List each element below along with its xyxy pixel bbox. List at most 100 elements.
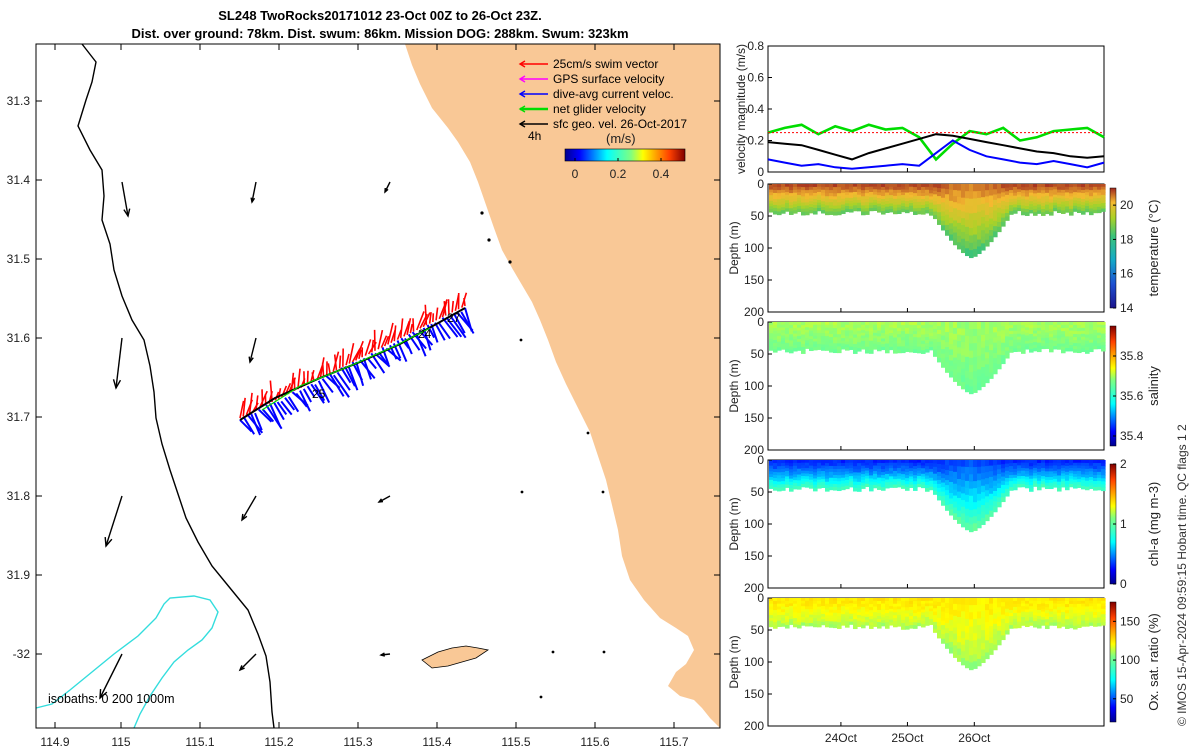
section-cell [873,617,878,622]
legend-item: GPS surface velocity [518,72,664,86]
section-cell [889,473,894,477]
section-cell [1021,346,1026,351]
section-cell [893,484,898,488]
section-cell [1025,332,1030,337]
section-cell [841,322,846,326]
section-cell [1045,465,1050,470]
section-cell [845,192,850,196]
section-cell [901,622,906,627]
section-cell [897,322,902,326]
section-cell [785,348,790,353]
section-cell [917,611,922,616]
section-cell [977,493,982,502]
section-cell [885,334,890,338]
dive-avg-vector [258,408,273,423]
section-cell [865,199,870,203]
section-cell [1061,331,1066,335]
section-cell [817,609,822,613]
section-cell [981,347,986,355]
section-cell [1017,199,1022,204]
section-cell [793,603,798,608]
section-cell [1085,462,1090,467]
section-cell [1069,196,1074,201]
section-cell [969,517,974,526]
section-cell [773,619,778,623]
section-cell [1017,603,1022,608]
section-cell [949,509,954,516]
section-cell [1053,340,1058,345]
section-cell [1005,608,1010,613]
swim-vector [451,300,455,313]
section-cell [813,615,818,619]
section-cell [913,619,918,623]
section-cell [1041,465,1046,469]
section-cell [865,475,870,480]
section-ytick-label: 100 [744,379,764,393]
section-ylabel: Depth (m) [727,635,741,688]
section-cell [977,342,982,350]
section-cell [1065,460,1070,464]
section-cell [1021,611,1026,615]
section-cell [937,613,942,619]
section-cell [1077,470,1082,475]
section-cell [1057,478,1062,483]
section-cell [825,469,830,474]
section-cell [925,488,930,492]
section-cell [1093,184,1098,188]
section-cell [833,343,838,347]
section-cell [1017,333,1022,338]
section-cell [1005,467,1010,472]
section-cell [973,378,978,386]
section-cell [1029,195,1034,200]
section-cell [1037,618,1042,623]
section-cell [937,617,942,623]
section-ytick-label: 200 [744,719,764,733]
section-cell [937,208,942,213]
section-cell [885,349,890,354]
section-cell [933,625,938,630]
section-cell [1057,487,1062,492]
section-cell [869,194,874,198]
section-cell [1021,470,1026,474]
section-cell [889,330,894,334]
section-cell [1053,476,1058,480]
section-cell [881,614,886,619]
section-cell [993,194,998,201]
section-cell [937,192,942,197]
section-cell [937,467,942,473]
section-cell [893,349,898,354]
section-cell [909,479,914,483]
section-cell [1097,483,1102,488]
section-cell [1073,192,1078,196]
section-cell [849,184,854,188]
section-cell [869,478,874,483]
lon-tick-label: 115.6 [580,735,609,749]
section-cell [793,468,798,473]
section-cell [969,502,974,511]
section-cell [1009,205,1014,209]
section-cell [825,460,830,464]
section-cell [773,487,778,491]
section-cell [877,203,882,207]
section-cell [873,191,878,196]
section-cell [985,196,990,204]
section-cell [981,341,986,349]
section-cell [1093,478,1098,482]
section-cell [1089,608,1094,613]
section-cell [977,362,982,370]
section-cell [1093,340,1098,344]
section-cell [877,618,882,623]
section-cell [877,195,882,199]
section-cell [1001,480,1006,486]
section-cell [889,200,894,205]
section-cell [1001,338,1006,344]
section-cell [897,189,902,194]
section-cell [1053,460,1058,464]
section-cell [1005,630,1010,635]
colorbar-title: (m/s) [606,131,636,146]
section-cell [853,472,858,477]
section-cell [829,483,834,488]
section-cell [829,327,834,332]
section-cell [905,322,910,326]
section-cell [1005,191,1010,196]
